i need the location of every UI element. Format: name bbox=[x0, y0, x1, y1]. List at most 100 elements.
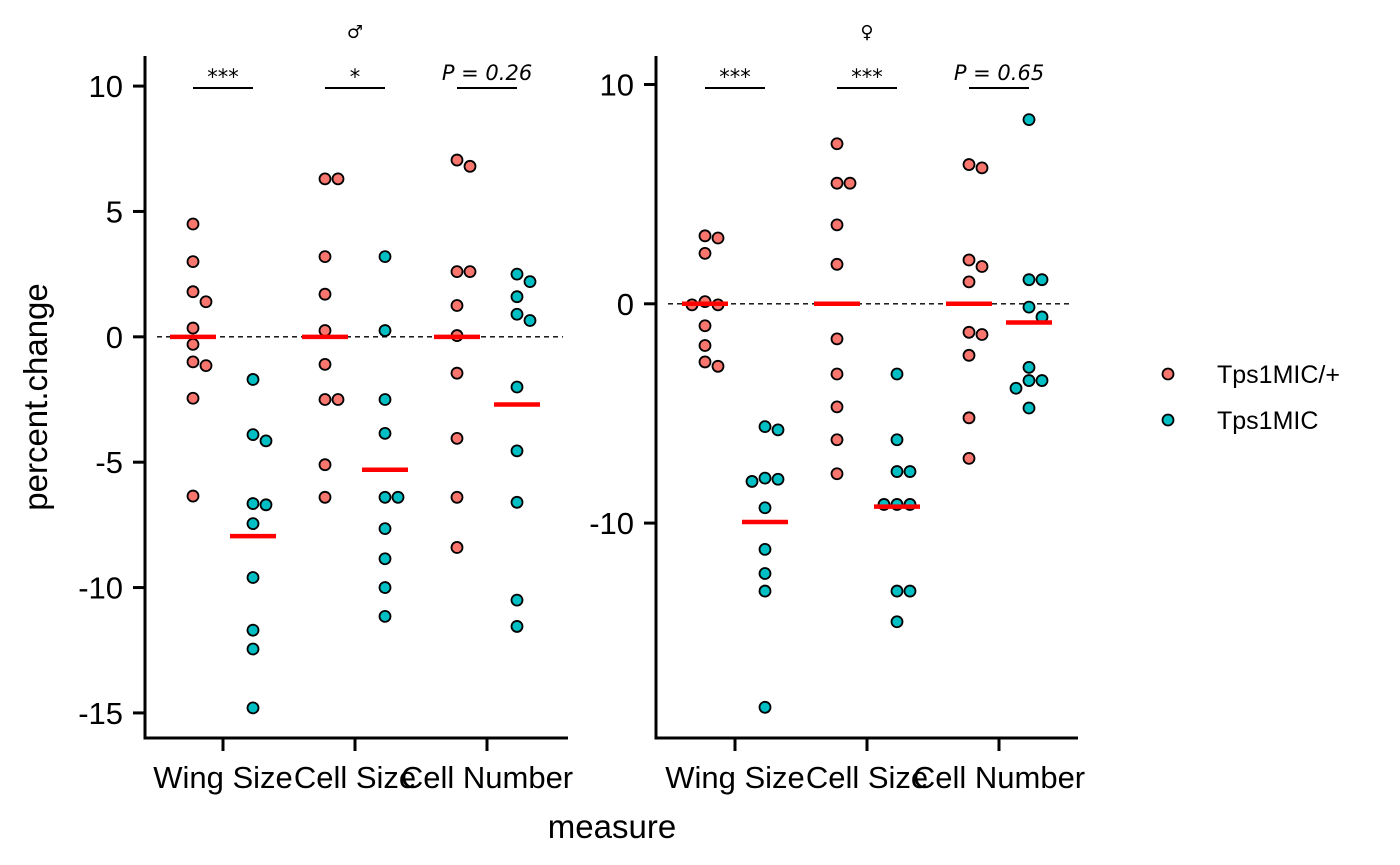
data-point bbox=[186, 285, 200, 299]
data-point bbox=[318, 172, 332, 186]
data-point bbox=[830, 257, 844, 271]
data-point bbox=[830, 176, 844, 190]
legend-key-tps1mic-het bbox=[1161, 367, 1175, 381]
data-point bbox=[450, 265, 464, 279]
data-point bbox=[523, 314, 537, 327]
data-point bbox=[246, 623, 260, 637]
significance-label: *** bbox=[851, 65, 883, 89]
data-point bbox=[450, 153, 464, 167]
x-tick-label: Wing Size bbox=[153, 760, 293, 795]
data-point bbox=[246, 571, 260, 584]
data-point bbox=[186, 255, 200, 269]
data-point bbox=[318, 490, 332, 504]
data-point bbox=[1022, 401, 1036, 415]
data-point bbox=[1022, 300, 1036, 314]
data-point bbox=[771, 472, 785, 486]
y-tick-label: -10 bbox=[589, 506, 634, 541]
data-point bbox=[830, 218, 844, 232]
x-tick-label: Cell Number bbox=[913, 760, 1085, 795]
x-tick-label: Cell Number bbox=[401, 760, 573, 795]
data-point bbox=[246, 701, 260, 715]
data-point bbox=[758, 700, 772, 714]
data-point bbox=[318, 393, 332, 406]
data-point bbox=[186, 337, 200, 351]
data-point bbox=[378, 250, 392, 263]
data-point bbox=[378, 522, 392, 536]
data-point bbox=[318, 287, 332, 301]
data-point bbox=[962, 253, 976, 267]
data-point bbox=[318, 458, 332, 472]
data-point bbox=[830, 433, 844, 447]
data-point bbox=[510, 593, 524, 607]
data-point bbox=[890, 615, 904, 629]
y-tick-label: -15 bbox=[78, 696, 123, 731]
data-point bbox=[698, 339, 712, 352]
data-point bbox=[758, 584, 772, 598]
data-point bbox=[199, 359, 213, 373]
significance-label: *** bbox=[207, 65, 239, 89]
data-point bbox=[186, 489, 200, 503]
data-point bbox=[186, 391, 200, 405]
facet-title: ♂ bbox=[347, 22, 363, 43]
data-point bbox=[830, 137, 844, 151]
data-point bbox=[246, 642, 260, 656]
legend: Tps1MIC/+ Tps1MIC bbox=[1161, 361, 1340, 435]
data-point bbox=[758, 543, 772, 556]
data-point bbox=[378, 426, 392, 440]
data-point bbox=[975, 260, 989, 273]
data-point bbox=[246, 373, 260, 386]
data-point bbox=[698, 319, 712, 333]
data-point bbox=[510, 444, 524, 458]
data-point bbox=[758, 420, 772, 434]
legend-label-tps1mic: Tps1MIC bbox=[1217, 407, 1318, 435]
data-point bbox=[962, 348, 976, 362]
data-point bbox=[246, 428, 260, 442]
data-point bbox=[890, 584, 904, 598]
significance-label: P = 0.26 bbox=[442, 61, 532, 85]
data-point bbox=[259, 498, 273, 512]
x-tick-label: Cell Size bbox=[806, 760, 928, 795]
data-point bbox=[1022, 273, 1036, 287]
data-point bbox=[962, 325, 976, 339]
data-point bbox=[975, 328, 989, 341]
data-point bbox=[890, 433, 904, 447]
data-point bbox=[318, 358, 332, 371]
data-point bbox=[463, 265, 477, 279]
data-point bbox=[962, 411, 976, 425]
data-point bbox=[463, 159, 477, 173]
data-point bbox=[523, 275, 537, 289]
data-point bbox=[890, 367, 904, 381]
data-point bbox=[378, 393, 392, 406]
data-point bbox=[771, 423, 785, 437]
data-point bbox=[450, 299, 464, 312]
data-point bbox=[903, 584, 917, 598]
y-tick-label: 10 bbox=[89, 69, 123, 104]
data-point bbox=[843, 176, 857, 190]
data-point bbox=[450, 541, 464, 554]
data-point bbox=[259, 434, 273, 448]
data-point bbox=[711, 359, 725, 373]
data-point bbox=[962, 275, 976, 289]
data-point bbox=[962, 452, 976, 465]
data-point bbox=[510, 495, 524, 509]
y-tick-label: -10 bbox=[78, 571, 123, 606]
x-tick-label: Wing Size bbox=[665, 760, 805, 795]
data-point bbox=[318, 324, 332, 337]
data-point bbox=[1009, 381, 1023, 395]
data-point bbox=[1022, 360, 1036, 374]
data-point bbox=[510, 267, 524, 281]
data-point bbox=[1035, 273, 1049, 287]
data-point bbox=[830, 400, 844, 414]
data-point bbox=[331, 393, 345, 406]
y-tick-label: 0 bbox=[617, 287, 634, 322]
data-point bbox=[745, 475, 759, 488]
data-point bbox=[758, 567, 772, 580]
data-point bbox=[962, 158, 976, 171]
data-point bbox=[890, 465, 904, 478]
data-point bbox=[698, 229, 712, 243]
data-point bbox=[199, 295, 213, 309]
data-point bbox=[698, 355, 712, 369]
